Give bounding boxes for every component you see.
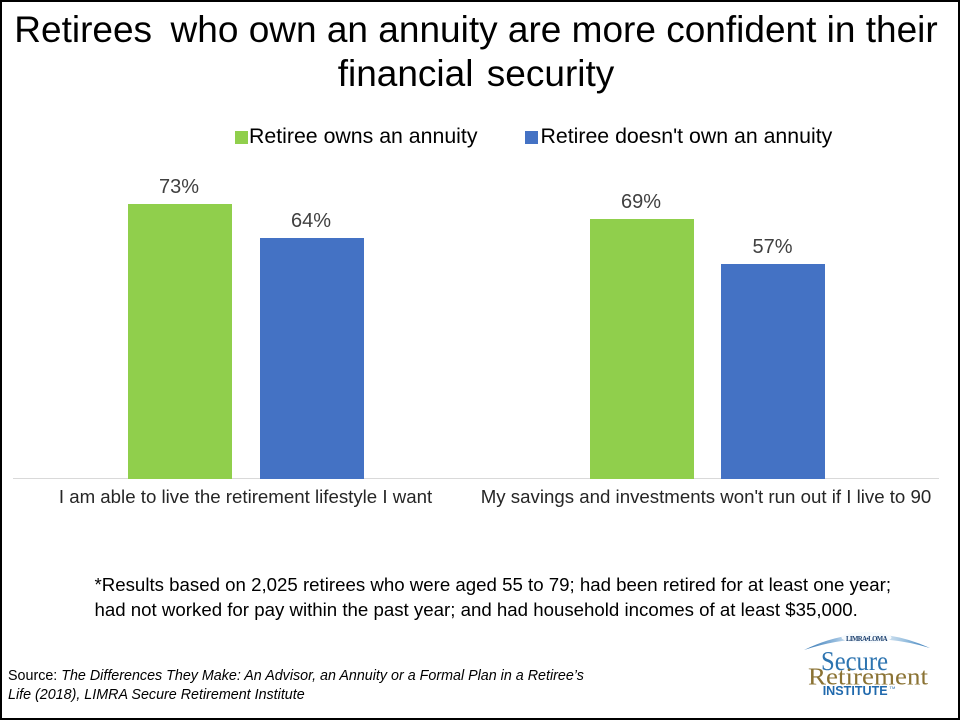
- svg-text:LIMRA•LOMA: LIMRA•LOMA: [846, 636, 888, 643]
- svg-text:TM: TM: [890, 685, 896, 690]
- svg-text:INSTITUTE: INSTITUTE: [823, 683, 888, 698]
- svg-text:Retirement: Retirement: [808, 665, 928, 691]
- svg-text:Secure: Secure: [821, 645, 888, 676]
